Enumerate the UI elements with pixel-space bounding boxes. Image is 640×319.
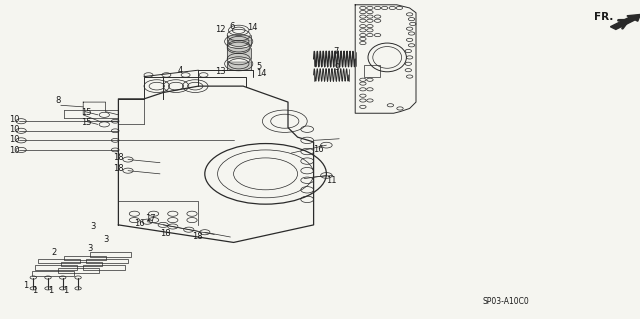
Text: 1: 1 [49, 286, 54, 295]
Text: 16: 16 [314, 145, 324, 154]
Text: 17: 17 [145, 214, 156, 223]
Text: 18: 18 [160, 229, 170, 238]
Text: 16: 16 [134, 219, 145, 228]
Text: 14: 14 [256, 69, 266, 78]
Bar [35, 265, 77, 270]
Bar [61, 262, 102, 266]
Text: 10: 10 [9, 135, 19, 144]
Text: 11: 11 [326, 176, 336, 185]
Text: 10: 10 [9, 115, 19, 124]
Text: 9: 9 [335, 63, 340, 72]
Text: 10: 10 [9, 125, 19, 134]
Bar [38, 259, 80, 263]
Text: 10: 10 [9, 146, 19, 155]
Text: 3: 3 [90, 222, 95, 231]
Text: 8: 8 [55, 96, 60, 105]
Text: 13: 13 [216, 67, 226, 76]
Text: 1: 1 [23, 281, 28, 290]
Text: 15: 15 [81, 108, 92, 117]
Bar [32, 271, 74, 276]
Text: 4: 4 [178, 66, 183, 75]
Text: 18: 18 [113, 164, 124, 173]
Text: 5: 5 [257, 63, 262, 71]
Text: 1: 1 [63, 286, 68, 295]
Text: 14: 14 [248, 23, 258, 32]
Bar [364, 65, 380, 77]
FancyArrow shape [611, 14, 640, 29]
Text: 7: 7 [333, 47, 339, 56]
Text: 1: 1 [33, 286, 38, 295]
Text: 15: 15 [81, 118, 92, 127]
Text: 6: 6 [229, 22, 234, 31]
Text: 12: 12 [216, 25, 226, 34]
Bar [58, 268, 99, 273]
Text: 18: 18 [113, 153, 124, 162]
Bar [90, 252, 131, 257]
Bar [83, 265, 125, 270]
Text: 18: 18 [192, 232, 202, 241]
Text: SP03-A10C0: SP03-A10C0 [482, 297, 529, 306]
Bar [86, 259, 128, 263]
Text: 3: 3 [87, 244, 92, 253]
Text: FR.: FR. [594, 11, 613, 22]
Bar [64, 256, 106, 260]
Text: 3: 3 [103, 235, 108, 244]
Text: 2: 2 [52, 248, 57, 256]
